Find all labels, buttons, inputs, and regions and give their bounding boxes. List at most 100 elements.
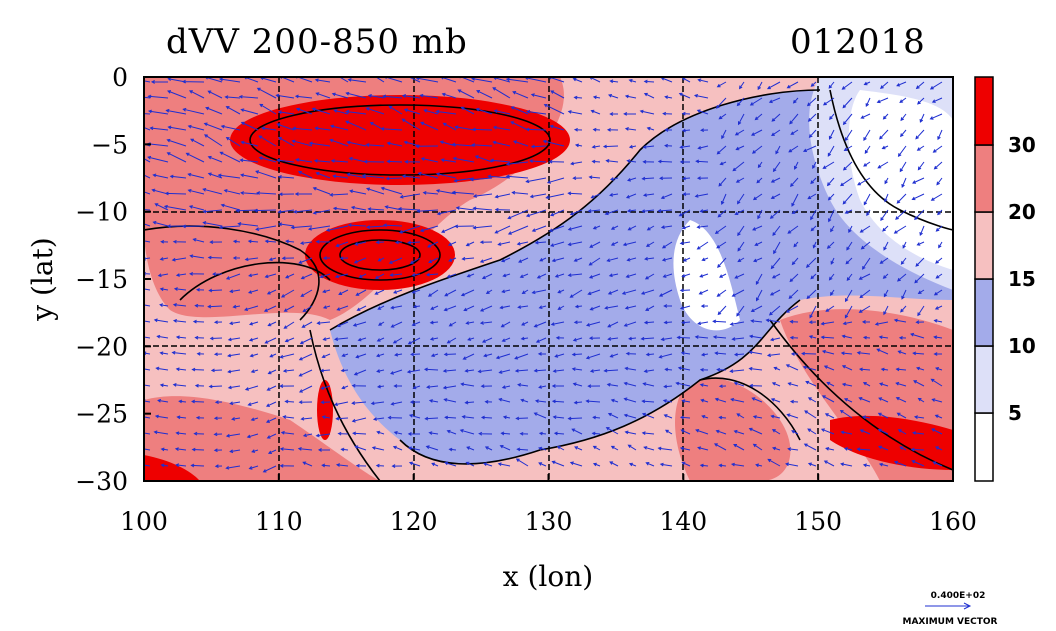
wind-vector xyxy=(641,412,655,419)
wind-vector xyxy=(196,351,205,356)
wind-vector xyxy=(195,415,205,420)
wind-vector xyxy=(934,414,943,419)
wind-vector xyxy=(770,177,781,183)
wind-vector xyxy=(859,225,871,233)
wind-vector xyxy=(663,304,672,308)
wind-vector xyxy=(250,369,259,373)
wind-vector xyxy=(262,465,277,473)
wind-vector xyxy=(266,433,277,439)
wind-vector xyxy=(335,241,349,248)
wind-vector xyxy=(665,429,673,435)
shading-white-east xyxy=(848,90,953,270)
wind-vector xyxy=(567,191,583,196)
wind-vector xyxy=(243,305,259,311)
wind-vector xyxy=(282,368,295,373)
wind-vector xyxy=(555,336,565,340)
wind-vector xyxy=(212,272,223,276)
wind-vector xyxy=(697,446,709,451)
wind-vector xyxy=(548,225,565,233)
wind-vector xyxy=(569,461,583,467)
wind-vector xyxy=(640,336,655,341)
wind-vector xyxy=(785,305,799,313)
wind-vector xyxy=(317,448,331,452)
wind-vector xyxy=(302,305,313,313)
y-tick-label: −30 xyxy=(75,467,128,496)
wind-vector xyxy=(546,177,565,184)
wind-vector xyxy=(699,463,709,468)
wind-vector xyxy=(543,104,565,115)
wind-vector xyxy=(753,257,763,263)
wind-vector xyxy=(720,193,727,205)
wind-vector xyxy=(446,337,457,344)
wind-vector xyxy=(681,320,691,325)
wind-vector xyxy=(392,337,403,344)
wind-vector xyxy=(159,383,169,388)
wind-vector xyxy=(931,428,943,435)
wind-vector xyxy=(251,449,259,453)
wind-vector xyxy=(280,430,295,435)
wind-vector xyxy=(878,335,889,340)
wind-vector xyxy=(933,352,942,356)
wind-vector xyxy=(844,209,853,214)
wind-vector xyxy=(264,239,277,244)
wind-vector xyxy=(444,415,457,420)
wind-vector xyxy=(298,257,313,264)
wind-vector xyxy=(677,366,691,371)
wind-vector xyxy=(877,161,889,169)
wind-vector xyxy=(500,431,511,436)
wind-vector xyxy=(808,320,817,325)
wind-vector xyxy=(756,289,763,302)
wind-vector xyxy=(218,225,241,230)
wind-vector xyxy=(585,399,601,404)
wind-vector xyxy=(880,367,889,372)
wind-vector xyxy=(426,385,439,389)
wind-vector xyxy=(808,335,817,339)
wind-vector xyxy=(628,144,637,149)
wind-vector xyxy=(408,461,421,467)
wind-vector xyxy=(930,378,943,387)
wind-vector xyxy=(248,321,259,326)
wind-vector xyxy=(730,397,745,403)
wind-vector xyxy=(896,81,907,87)
wind-vector xyxy=(792,97,799,104)
wind-vector xyxy=(388,257,403,264)
wind-vector xyxy=(572,337,583,342)
wind-vector xyxy=(802,145,817,152)
wind-vector xyxy=(420,157,439,163)
wind-vector xyxy=(144,384,151,387)
wind-vector xyxy=(916,366,925,371)
wind-vector xyxy=(329,138,349,147)
wind-vector xyxy=(877,428,889,435)
wind-vector xyxy=(864,145,871,154)
wind-vector xyxy=(507,225,529,235)
wind-vector xyxy=(933,335,943,340)
wind-vector xyxy=(329,124,349,131)
wind-vector xyxy=(642,145,655,149)
x-tick-label: 140 xyxy=(659,507,707,536)
y-tick-label: −5 xyxy=(91,130,128,159)
colorbar-label-5: 5 xyxy=(1008,401,1022,425)
wind-vector xyxy=(786,413,799,419)
wind-vector xyxy=(455,206,475,211)
wind-vector xyxy=(412,304,421,309)
wind-vector xyxy=(826,241,835,249)
wind-vector xyxy=(298,369,313,377)
wind-vector xyxy=(609,353,619,358)
wind-vector xyxy=(791,257,799,266)
wind-vector xyxy=(771,446,781,451)
wind-vector xyxy=(913,415,925,419)
wind-vector xyxy=(436,209,457,216)
wind-vector xyxy=(681,111,691,116)
wind-vector xyxy=(893,460,907,467)
wind-vector xyxy=(807,462,817,467)
wind-vector xyxy=(408,414,421,419)
wind-vector xyxy=(457,89,475,99)
wind-vector xyxy=(299,337,313,345)
wind-vector xyxy=(347,78,367,83)
wind-vector xyxy=(830,289,835,296)
wind-vector xyxy=(279,463,295,468)
wind-vector xyxy=(464,368,475,373)
wind-vector xyxy=(480,415,493,420)
wind-vector xyxy=(609,79,619,84)
wind-vector xyxy=(628,79,637,83)
